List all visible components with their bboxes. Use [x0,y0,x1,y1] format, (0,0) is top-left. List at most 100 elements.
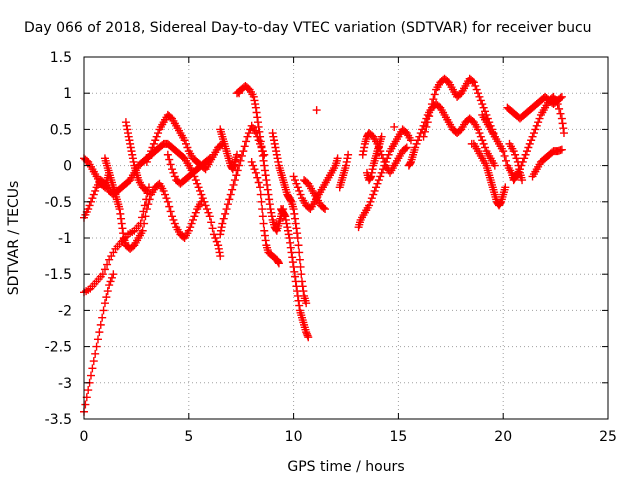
data-point [225,195,234,204]
data-point [247,157,256,166]
data-point [91,349,100,358]
data-point [426,106,435,115]
y-tick-label: 1.5 [50,50,72,66]
data-point [557,92,566,101]
data-point [149,139,158,148]
data-point [312,106,321,115]
series-arc-5 [100,154,206,253]
data-point [501,156,510,165]
data-point [222,205,231,214]
series-arc-15 [289,154,342,214]
data-point [525,139,534,148]
data-point [229,180,238,189]
data-point [197,190,206,199]
data-point [520,154,529,163]
series-arc-25 [503,92,566,123]
data-point [377,168,386,177]
data-point [380,157,389,166]
data-point [512,154,521,163]
data-point [366,197,375,206]
data-point [333,154,342,163]
data-point [256,190,265,199]
data-point [81,400,90,409]
data-point [107,252,116,261]
data-point [511,150,520,159]
data-point [102,293,111,302]
series-arc-23 [469,139,510,210]
data-point [243,132,252,141]
data-point [429,95,438,104]
x-axis-label: GPS time / hours [287,459,404,475]
data-point [254,178,263,187]
x-tick-label: 20 [494,429,512,445]
data-point [472,85,481,94]
data-point [218,219,227,228]
data-point [237,151,246,160]
data-point [235,161,244,170]
data-point [212,237,221,246]
data-point [471,81,480,90]
y-tick-label: 0 [63,159,72,175]
data-point [557,145,566,154]
data-point [239,147,248,156]
data-point [144,200,153,209]
data-point [481,143,490,152]
y-tick-label: -0.5 [45,195,72,211]
series-arc-20 [362,132,386,185]
data-point [166,160,175,169]
data-point [109,248,118,257]
data-point [474,125,483,134]
data-point [183,143,192,152]
data-point [274,259,283,268]
data-point [373,179,382,188]
data-point [425,112,434,121]
data-point [105,255,114,264]
data-point [235,89,244,98]
data-point [294,241,303,250]
y-tick-label: 1 [63,86,72,102]
series-arc-2 [80,183,153,297]
data-point [191,208,200,217]
data-point [204,208,213,217]
data-point [528,132,537,141]
data-point [468,77,477,86]
data-point [379,154,388,163]
data-point [170,172,179,181]
data-point [194,183,203,192]
data-point [208,224,217,233]
data-point [169,168,178,177]
data-point [302,299,311,308]
data-point [233,150,242,159]
series-arc-27 [528,145,566,181]
data-point [419,132,428,141]
data-point [469,78,478,87]
data-point [219,214,228,223]
x-tick-label: 25 [599,429,617,445]
data-point [242,137,251,146]
data-point [534,118,543,127]
data-point [295,186,304,195]
data-point [321,205,330,214]
series-arc-16 [300,176,330,214]
data-point [293,183,302,192]
data-point [137,213,146,222]
data-point [88,194,97,203]
data-point [501,183,510,192]
data-point [535,114,544,123]
data-point [186,223,195,232]
data-point [370,186,379,195]
data-point [475,92,484,101]
data-point [96,320,105,329]
data-point [226,190,235,199]
data-point [230,176,239,185]
data-series [80,74,568,416]
data-point [290,176,299,185]
data-point [93,335,102,344]
data-point [140,219,149,228]
series-arc-10 [216,125,242,174]
data-point [559,129,568,138]
data-point [374,176,383,185]
data-point [293,234,302,242]
data-point [423,118,432,127]
data-point [420,127,429,136]
